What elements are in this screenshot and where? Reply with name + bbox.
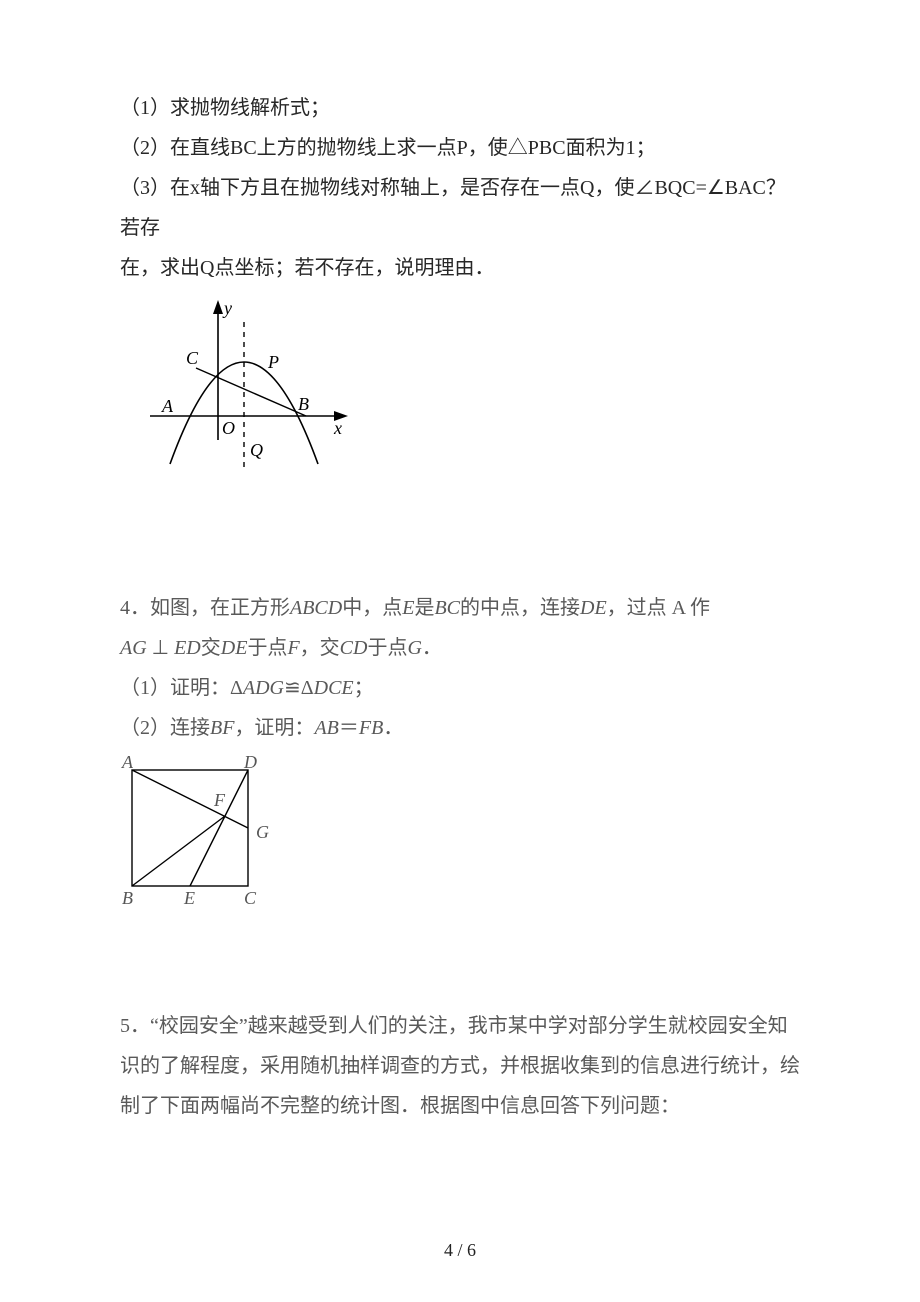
q4-tri2: Δ bbox=[301, 677, 314, 699]
q4-ED: ED bbox=[174, 637, 201, 659]
y-axis-arrow bbox=[213, 300, 223, 314]
gap-1 bbox=[120, 502, 800, 588]
square-abcd bbox=[132, 770, 248, 886]
q4-sub2: （2）连接BF，证明：AB＝FB． bbox=[120, 708, 800, 748]
q4-s2-mid: ，证明： bbox=[234, 717, 314, 739]
q4-l2-m3: 交 bbox=[320, 637, 340, 659]
q4-p2: ． bbox=[383, 717, 403, 739]
parabola-svg: y x O A B C P Q bbox=[144, 294, 354, 488]
q4-s2-pre: （2）连接 bbox=[120, 717, 210, 739]
label-C: C bbox=[186, 348, 199, 368]
q4-F: F bbox=[287, 637, 299, 659]
q4-semi: ； bbox=[354, 677, 374, 699]
footer-total: 6 bbox=[467, 1240, 476, 1260]
q4-l1-m1: 中，点 bbox=[342, 597, 402, 619]
q4-l1-m3: 的中点，连接 bbox=[460, 597, 580, 619]
figure-parabola: y x O A B C P Q bbox=[144, 294, 800, 502]
label-P: P bbox=[267, 352, 279, 372]
q4-eq: ＝ bbox=[339, 717, 359, 739]
q5-line1: 5．“校园安全”越来越受到人们的关注，我市某中学对部分学生就校园安全知 bbox=[120, 1006, 800, 1046]
q4-DE2: DE bbox=[221, 637, 248, 659]
q4-comma1: ， bbox=[300, 637, 320, 659]
line-ag bbox=[132, 770, 248, 828]
sq-C: C bbox=[244, 888, 257, 908]
line-bf bbox=[132, 816, 225, 886]
q4-l2-m1: 交 bbox=[201, 637, 221, 659]
q3-sub2: （2）在直线BC上方的抛物线上求一点P，使△PBC面积为1； bbox=[120, 128, 800, 168]
q3-sub3-line1: （3）在x轴下方且在抛物线对称轴上，是否存在一点Q，使∠BQC=∠BAC？若存 bbox=[120, 168, 800, 248]
sq-D: D bbox=[243, 752, 257, 772]
sq-F: F bbox=[213, 790, 226, 810]
q4-sub1: （1）证明：ΔADG≌ΔDCE； bbox=[120, 668, 800, 708]
q4-DCE: DCE bbox=[314, 677, 354, 699]
q4-BC: BC bbox=[434, 597, 460, 619]
footer-page: 4 bbox=[444, 1240, 453, 1260]
q5-line3: 制了下面两幅尚不完整的统计图．根据图中信息回答下列问题： bbox=[120, 1086, 800, 1126]
label-Q: Q bbox=[250, 440, 263, 460]
square-svg: A D B C E F G bbox=[114, 752, 294, 912]
q3-sub3-line2: 在，求出Q点坐标；若不存在，说明理由． bbox=[120, 248, 800, 288]
q3-sub1: （1）求抛物线解析式； bbox=[120, 88, 800, 128]
sq-B: B bbox=[122, 888, 133, 908]
q4-line2: AG ⊥ ED交DE于点F，交CD于点G． bbox=[120, 628, 800, 668]
q4-AB: AB bbox=[314, 717, 338, 739]
page: （1）求抛物线解析式； （2）在直线BC上方的抛物线上求一点P，使△PBC面积为… bbox=[0, 0, 920, 1302]
q4-abcd: ABCD bbox=[290, 597, 342, 619]
sq-E: E bbox=[183, 888, 195, 908]
q4-ADG: ADG bbox=[243, 677, 284, 699]
q4-l1-end: ，过点 A 作 bbox=[607, 597, 710, 619]
q4-CD: CD bbox=[340, 637, 368, 659]
label-B: B bbox=[298, 394, 309, 414]
q4-G: G bbox=[407, 637, 421, 659]
q4-AG: AG bbox=[120, 637, 147, 659]
footer-sep: / bbox=[453, 1240, 467, 1260]
sq-A: A bbox=[121, 752, 134, 772]
q4-tri1: Δ bbox=[230, 677, 243, 699]
label-y: y bbox=[222, 298, 232, 318]
page-footer: 4 / 6 bbox=[0, 1232, 920, 1268]
q4-perp: ⊥ bbox=[147, 637, 174, 659]
sq-G: G bbox=[256, 822, 269, 842]
q4-line1: 4．如图，在正方形ABCD中，点E是BC的中点，连接DE，过点 A 作 bbox=[120, 588, 800, 628]
q4-cong: ≌ bbox=[284, 677, 301, 699]
q4-BF: BF bbox=[210, 717, 234, 739]
q4-p1: ． bbox=[422, 637, 442, 659]
label-O: O bbox=[222, 418, 235, 438]
label-A: A bbox=[161, 396, 174, 416]
q4-s1-pre: （1）证明： bbox=[120, 677, 230, 699]
line-cb bbox=[196, 368, 306, 416]
q4-l1-m2: 是 bbox=[414, 597, 434, 619]
q4-l2-m2: 于点 bbox=[247, 637, 287, 659]
line-de bbox=[190, 770, 248, 886]
q4-E: E bbox=[402, 597, 414, 619]
q4-FB: FB bbox=[359, 717, 383, 739]
q4-DE: DE bbox=[580, 597, 607, 619]
q5-line2: 识的了解程度，采用随机抽样调查的方式，并根据收集到的信息进行统计，绘 bbox=[120, 1046, 800, 1086]
gap-2 bbox=[120, 926, 800, 1006]
q4-l1-pre: 4．如图，在正方形 bbox=[120, 597, 290, 619]
q4-l2-m4: 于点 bbox=[367, 637, 407, 659]
figure-square: A D B C E F G bbox=[114, 752, 800, 926]
label-x: x bbox=[333, 418, 342, 438]
